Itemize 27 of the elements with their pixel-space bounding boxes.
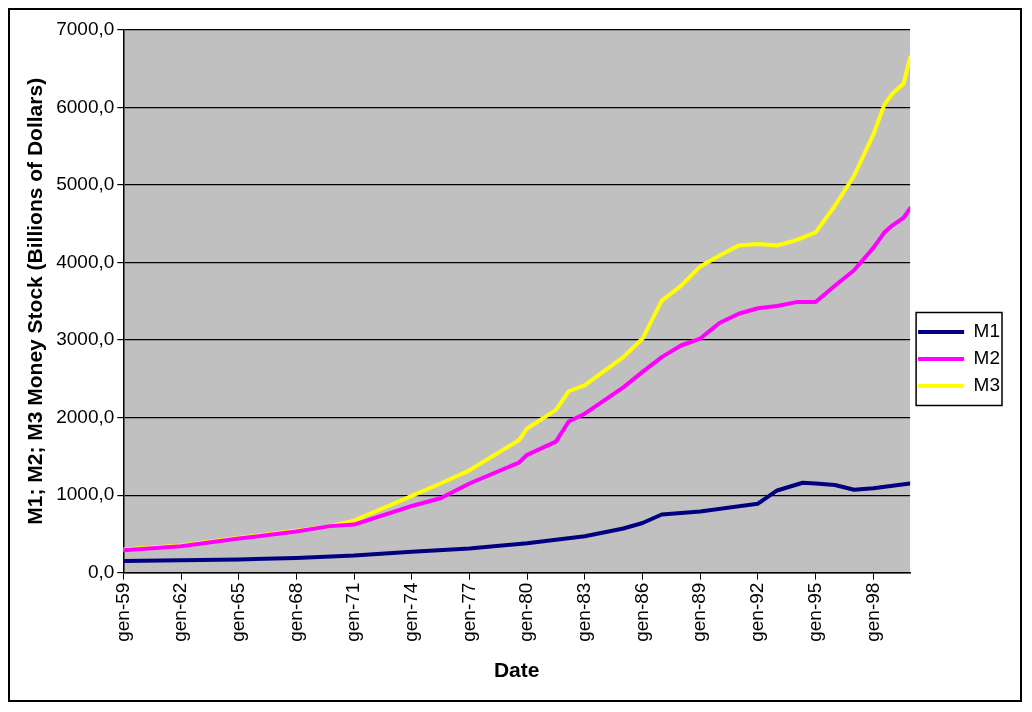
y-tick-label: 0,0 <box>87 560 115 582</box>
x-tick-label: gen-92 <box>746 582 768 642</box>
x-tick-label: gen-95 <box>803 582 825 642</box>
legend-label: M2 <box>973 347 1001 369</box>
legend-label: M3 <box>973 374 1001 396</box>
y-axis-title: M1; M2; M3 Money Stock (Billions of Dollars) <box>23 77 47 525</box>
y-tick-label: 1000,0 <box>56 483 115 505</box>
x-tick-label: gen-86 <box>630 582 652 642</box>
x-tick-label: gen-71 <box>342 582 364 642</box>
legend-label: M1 <box>973 320 1001 342</box>
y-tick-label: 5000,0 <box>56 173 115 195</box>
x-tick-label: gen-80 <box>515 582 537 642</box>
y-tick-label: 4000,0 <box>56 250 115 272</box>
x-axis-title: Date <box>493 658 540 682</box>
y-tick-label: 6000,0 <box>56 95 115 117</box>
x-tick-label: gen-98 <box>861 582 883 642</box>
y-tick-label: 7000,0 <box>56 18 115 40</box>
x-tick-label: gen-83 <box>573 582 595 642</box>
x-tick-label: gen-68 <box>284 582 306 642</box>
x-tick-label: gen-74 <box>400 582 422 642</box>
y-tick-label: 2000,0 <box>56 405 115 427</box>
x-tick-label: gen-65 <box>226 582 248 642</box>
y-tick-label: 3000,0 <box>56 328 115 350</box>
x-tick-label: gen-77 <box>457 582 479 642</box>
x-tick-label: gen-59 <box>111 582 133 642</box>
x-tick-label: gen-89 <box>688 582 710 642</box>
x-tick-label: gen-62 <box>169 582 191 642</box>
